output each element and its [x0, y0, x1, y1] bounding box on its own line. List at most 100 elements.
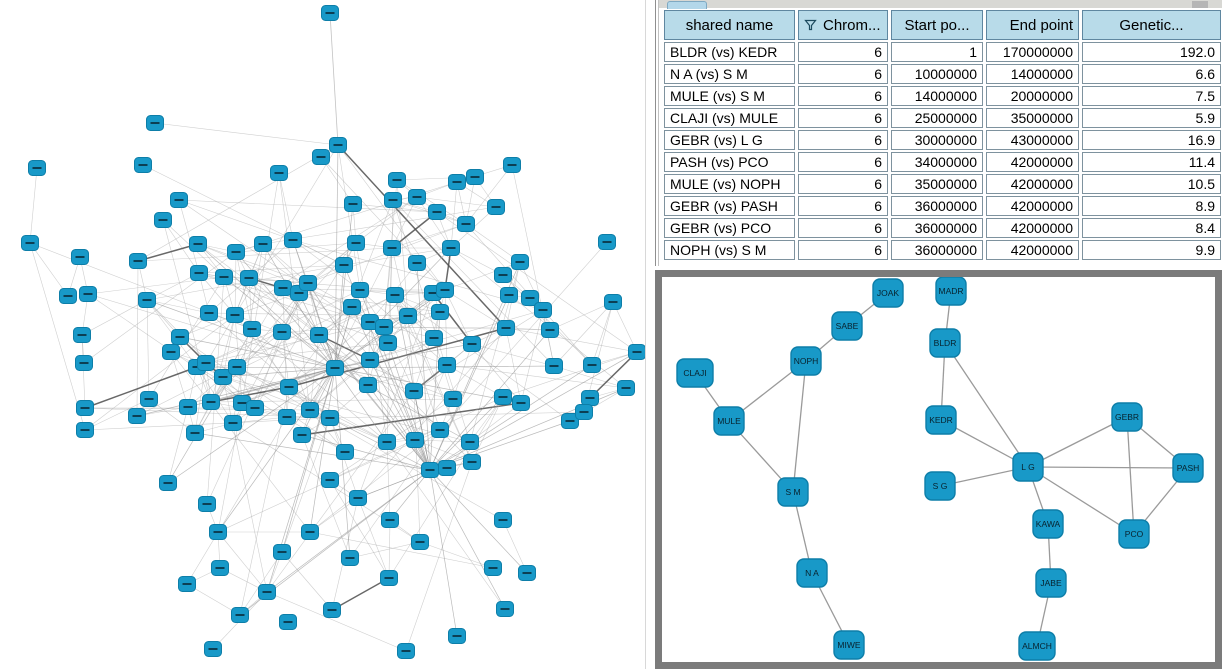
node-label-smudge	[429, 337, 439, 339]
node-label-smudge	[79, 362, 89, 364]
network-node-mule[interactable]	[713, 406, 745, 436]
network-node-n-a[interactable]	[796, 558, 828, 588]
table-row[interactable]: MULE (vs) NOPH 6 35000000 42000000 10.5	[664, 174, 1221, 194]
cell-value: 10000000	[891, 64, 983, 84]
node-label-smudge	[565, 420, 575, 422]
network-edge	[87, 293, 336, 369]
table-row[interactable]: GEBR (vs) PCO 6 36000000 42000000 8.4	[664, 218, 1221, 238]
network-edge	[137, 144, 339, 262]
node-label-smudge	[244, 277, 254, 279]
table-row[interactable]: N A (vs) S M 6 10000000 14000000 6.6	[664, 64, 1221, 84]
network-node-s-m[interactable]	[777, 477, 809, 507]
node-label-smudge	[461, 223, 471, 225]
table-row[interactable]: NOPH (vs) S M 6 36000000 42000000 9.9	[664, 240, 1221, 260]
column-header-chrom-[interactable]: Chrom...	[798, 10, 888, 40]
network-node-sabe[interactable]	[831, 311, 863, 341]
network-node-almch[interactable]	[1018, 631, 1056, 661]
node-label-smudge	[283, 621, 293, 623]
column-header-shared-name[interactable]: shared name	[664, 10, 795, 40]
column-header-label: Start po...	[904, 16, 970, 34]
table-row[interactable]: GEBR (vs) L G 6 30000000 43000000 16.9	[664, 130, 1221, 150]
node-label-smudge	[250, 407, 260, 409]
node-label-smudge	[467, 343, 477, 345]
node-label: GEBR	[1115, 412, 1139, 422]
panel-splitter[interactable]	[645, 0, 646, 669]
network-node-miwe[interactable]	[833, 630, 865, 660]
network-node-pco[interactable]	[1118, 519, 1150, 549]
network-edge	[83, 251, 237, 364]
table-header-row: shared name Chrom... Start po... End point G…	[664, 10, 1221, 40]
node-label-smudge	[330, 367, 340, 369]
node-label: S G	[933, 481, 948, 491]
node-label-smudge	[333, 144, 343, 146]
network-node-kawa[interactable]	[1032, 509, 1064, 539]
network-edge	[167, 406, 189, 484]
node-label-smudge	[325, 417, 335, 419]
network-edge	[334, 367, 388, 443]
node-label-smudge	[228, 422, 238, 424]
network-node-gebr[interactable]	[1111, 402, 1143, 432]
network-edge	[329, 12, 339, 146]
network-edge	[505, 327, 522, 404]
column-header-start-po-[interactable]: Start po...	[891, 10, 983, 40]
node-label-smudge	[218, 376, 228, 378]
node-label-smudge	[193, 243, 203, 245]
detail-network-canvas[interactable]: JOAK MADR SABE NOPH BLDR CLAJI MULE KEDR GEBR L G…	[662, 277, 1215, 662]
node-label-smudge	[282, 416, 292, 418]
node-label-smudge	[365, 359, 375, 361]
network-edge	[301, 402, 522, 436]
table-row[interactable]: BLDR (vs) KEDR 6 1 170000000 192.0	[664, 42, 1221, 62]
node-label-smudge	[294, 292, 304, 294]
table-row[interactable]: PASH (vs) PCO 6 34000000 42000000 11.4	[664, 152, 1221, 172]
node-label-smudge	[488, 567, 498, 569]
network-edge	[81, 334, 86, 409]
table-row[interactable]: CLAJI (vs) MULE 6 25000000 35000000 5.9	[664, 108, 1221, 128]
network-edge	[167, 367, 336, 484]
table-row[interactable]: GEBR (vs) PASH 6 36000000 42000000 8.9	[664, 196, 1221, 216]
node-label-smudge	[392, 179, 402, 181]
cell-value: 6	[798, 130, 888, 150]
node-label-smudge	[215, 567, 225, 569]
network-node-pash[interactable]	[1172, 453, 1204, 483]
column-header-end-point[interactable]: End point	[986, 10, 1079, 40]
network-node-claji[interactable]	[676, 358, 714, 388]
network-node-bldr[interactable]	[929, 328, 961, 358]
node-label: NOPH	[794, 356, 819, 366]
network-node-noph[interactable]	[790, 346, 822, 376]
node-label-smudge	[175, 336, 185, 338]
node-label: MULE	[717, 416, 741, 426]
node-label-smudge	[538, 309, 548, 311]
node-label-smudge	[144, 398, 154, 400]
cell-shared-name: N A (vs) S M	[664, 64, 795, 84]
network-edge	[386, 441, 506, 610]
table-row[interactable]: MULE (vs) S M 6 14000000 20000000 7.5	[664, 86, 1221, 106]
node-label-smudge	[208, 648, 218, 650]
node-label: ALMCH	[1022, 641, 1052, 651]
cell-value: 6.6	[1082, 64, 1221, 84]
network-edge	[416, 196, 497, 208]
node-label-smudge	[231, 251, 241, 253]
network-node-kedr[interactable]	[925, 405, 957, 435]
node-label: BLDR	[934, 338, 957, 348]
network-edge	[439, 241, 608, 431]
cell-shared-name: GEBR (vs) L G	[664, 130, 795, 150]
cell-value: 34000000	[891, 152, 983, 172]
network-edge	[222, 367, 336, 378]
network-node-jabe[interactable]	[1035, 568, 1067, 598]
network-edge	[337, 144, 446, 291]
panel-tab-fragment[interactable]	[667, 1, 707, 9]
network-edge	[222, 294, 396, 378]
cell-value: 10.5	[1082, 174, 1221, 194]
node-label-smudge	[452, 181, 462, 183]
network-node-l-g[interactable]	[1012, 452, 1044, 482]
network-edge	[502, 351, 638, 398]
scrollbar-fragment[interactable]	[1192, 1, 1208, 8]
network-node-s-g[interactable]	[924, 471, 956, 501]
network-node-joak[interactable]	[872, 278, 904, 308]
column-header-genetic-[interactable]: Genetic...	[1082, 10, 1221, 40]
overview-network-canvas[interactable]	[0, 0, 655, 669]
node-label-smudge	[166, 351, 176, 353]
node-label-smudge	[448, 398, 458, 400]
network-node-madr[interactable]	[935, 277, 967, 306]
filter-funnel-icon[interactable]	[804, 19, 817, 31]
